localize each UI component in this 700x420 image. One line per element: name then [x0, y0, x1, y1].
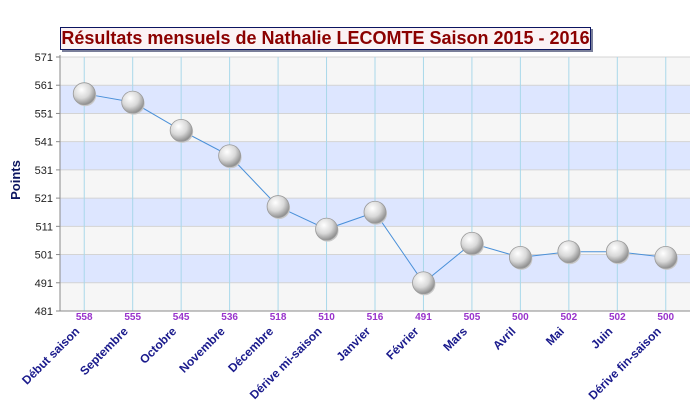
- y-tick-label: 541: [35, 137, 53, 149]
- data-point: [412, 271, 435, 295]
- data-point: [266, 195, 290, 218]
- data-label: 502: [609, 312, 626, 323]
- data-label: 536: [221, 312, 238, 323]
- data-label: 545: [173, 312, 190, 323]
- data-point: [72, 82, 96, 106]
- x-category-label: Janvier: [334, 324, 374, 364]
- x-category-label: Octobre: [137, 324, 180, 367]
- x-category-label: Septembre: [77, 324, 131, 378]
- data-point: [121, 90, 145, 114]
- x-category-label: Décembre: [225, 324, 276, 375]
- x-category-label: Début saison: [19, 324, 82, 387]
- data-label: 516: [367, 312, 384, 323]
- data-point: [315, 217, 338, 241]
- y-axis-title: Points: [8, 160, 23, 200]
- data-label: 500: [512, 312, 529, 323]
- y-tick-label: 511: [35, 221, 53, 233]
- data-point: [605, 240, 629, 264]
- data-label: 555: [124, 312, 141, 323]
- data-point: [218, 144, 242, 168]
- data-point: [557, 240, 581, 264]
- chart-title: Résultats mensuels de Nathalie LECOMTE S…: [60, 27, 591, 50]
- y-tick-label: 531: [35, 165, 53, 177]
- data-point: [654, 245, 678, 269]
- x-category-label: Mars: [440, 324, 470, 354]
- data-label: 491: [415, 312, 432, 323]
- x-category-label: Juin: [588, 324, 615, 351]
- data-label: 505: [464, 312, 481, 323]
- y-tick-label: 521: [35, 193, 53, 205]
- data-label: 510: [318, 312, 335, 323]
- data-point: [460, 231, 484, 255]
- y-tick-label: 551: [35, 108, 53, 120]
- data-label: 500: [657, 312, 674, 323]
- data-point: [363, 200, 387, 224]
- data-point: [169, 118, 193, 142]
- y-tick-label: 501: [35, 250, 53, 262]
- data-point: [508, 245, 532, 269]
- y-tick-label: 481: [35, 306, 53, 318]
- y-tick-label: 561: [35, 80, 53, 92]
- x-category-label: Mai: [543, 324, 567, 348]
- x-category-label: Février: [383, 324, 421, 362]
- data-label: 518: [270, 312, 287, 323]
- x-category-label: Novembre: [176, 324, 228, 376]
- x-category-label: Avril: [490, 324, 518, 352]
- y-tick-label: 571: [35, 52, 53, 64]
- y-tick-label: 491: [35, 278, 53, 290]
- data-label: 558: [76, 312, 93, 323]
- data-label: 502: [561, 312, 578, 323]
